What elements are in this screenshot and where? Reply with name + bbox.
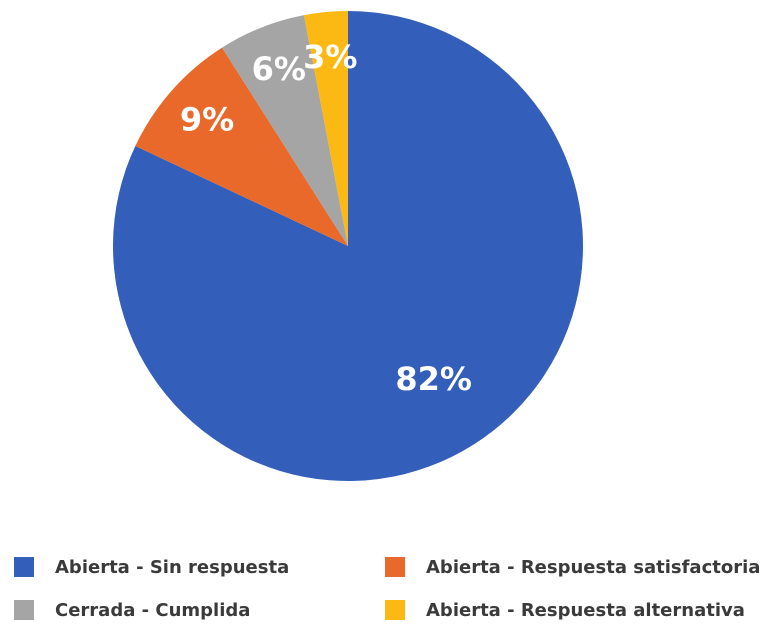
pie-slice [303,11,348,246]
legend-label: Abierta - Respuesta satisfactoria [426,557,760,578]
legend-swatch [14,600,34,620]
data-label: 9% [180,101,234,139]
data-label: 3% [303,38,357,76]
legend-label: Cerrada - Cumplida [55,600,250,621]
pie-slice [135,47,348,246]
data-label: 82% [395,360,472,398]
legend-swatch [14,557,34,577]
data-label: 6% [252,50,306,88]
legend-label: Abierta - Sin respuesta [55,557,289,578]
legend-swatch [385,557,405,577]
pie-slice [222,15,348,247]
legend-swatch [385,600,405,620]
legend-label: Abierta - Respuesta alternativa [426,600,745,621]
